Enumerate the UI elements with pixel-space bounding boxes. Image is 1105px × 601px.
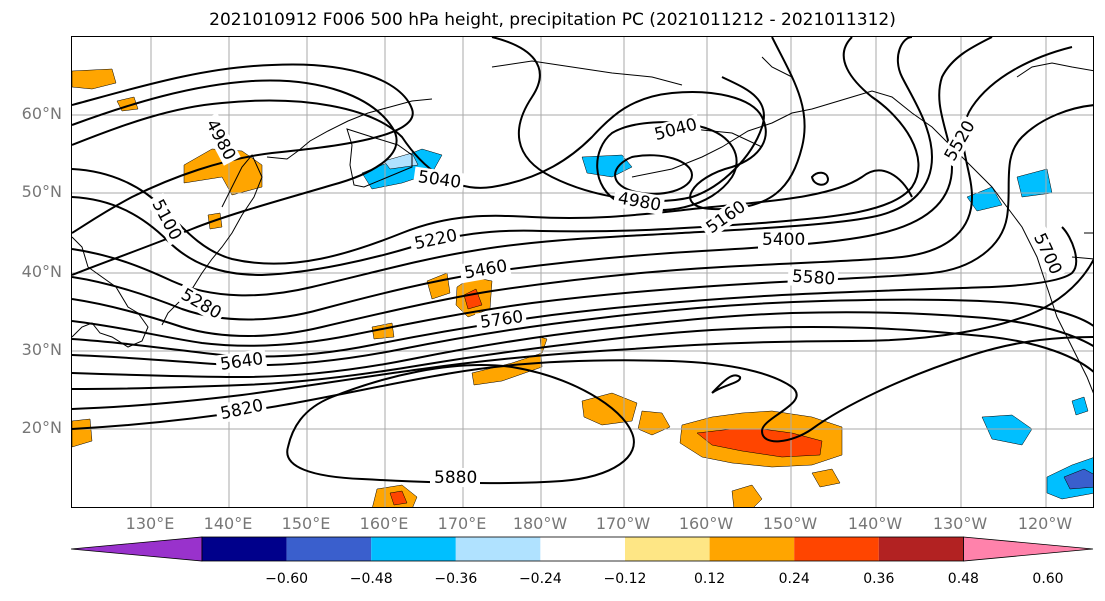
- contour-label: 5040: [652, 115, 699, 146]
- colorbar: [71, 536, 1094, 562]
- map-title: 2021010912 F006 500 hPa height, precipit…: [209, 10, 896, 30]
- contour-label-background: [174, 282, 228, 325]
- contour-label-background: [430, 468, 480, 487]
- colorbar-extend-high: [963, 536, 1094, 562]
- contour-label: 5580: [791, 267, 836, 290]
- contour-label: 5640: [219, 349, 265, 375]
- colorbar-tick-label: 0.12: [694, 571, 726, 587]
- longitude-label: 120°W: [1017, 514, 1073, 533]
- latitude-label: 30°N: [21, 340, 62, 359]
- colorbar-bin: [540, 537, 625, 561]
- longitude-label: 160°W: [678, 514, 734, 533]
- longitude-label: 150°E: [281, 514, 331, 533]
- colorbar-bin: [202, 537, 287, 561]
- contour-label: 5220: [413, 226, 459, 255]
- contour-label-background: [474, 306, 528, 333]
- contour-label: 5040: [417, 167, 463, 193]
- colorbar-tick-label: −0.36: [434, 571, 478, 587]
- contour-label: 5880: [434, 468, 477, 488]
- colorbar-tick-label: −0.48: [349, 571, 393, 587]
- contour-label: 5700: [1029, 230, 1065, 278]
- contour-label-background: [699, 195, 752, 240]
- longitude-label: 170°E: [437, 514, 487, 533]
- contour-label-background: [408, 224, 462, 254]
- contour-label: 5460: [463, 256, 509, 283]
- contour-label-background: [938, 114, 981, 168]
- colorbar-tick-label: 0.36: [863, 571, 895, 587]
- coastlines: [72, 56, 1093, 394]
- contour-label-background: [214, 348, 268, 375]
- colorbar-bin: [371, 537, 456, 561]
- precipitation-shading: [72, 68, 1093, 507]
- contour-label-background: [458, 255, 512, 284]
- longitude-label: 140°E: [203, 514, 253, 533]
- colorbar-outline: [201, 536, 964, 562]
- colorbar-tick-label: −0.12: [603, 571, 647, 587]
- colorbar-extend-low: [71, 536, 203, 562]
- colorbar-bin: [286, 537, 372, 561]
- longitude-label: 130°W: [932, 514, 988, 533]
- colorbar-tick-label: −0.24: [518, 571, 562, 587]
- graticule: [72, 37, 1093, 507]
- contour-label-background: [214, 394, 268, 424]
- contour-label-background: [648, 113, 702, 146]
- contour-label-background: [758, 230, 808, 249]
- colorbar-tick-label: 0.48: [947, 571, 979, 587]
- map-panel: 4980 5100 5280 5040 5040 4980 5160 5400 5580 5520…: [71, 36, 1094, 508]
- latitude-label: 60°N: [21, 104, 62, 123]
- contour-label-background: [787, 266, 839, 289]
- latitude-label: 40°N: [21, 262, 62, 281]
- colorbar-bin: [709, 537, 795, 561]
- contour-label: 5400: [762, 230, 805, 250]
- longitude-label: 170°W: [595, 514, 651, 533]
- contour-label-background: [146, 192, 187, 246]
- longitude-label: 140°W: [847, 514, 903, 533]
- colorbar-tick-label: −0.60: [265, 571, 309, 587]
- contour-label: 5100: [147, 196, 185, 244]
- longitude-label: 150°W: [762, 514, 818, 533]
- contour-label: 5820: [219, 396, 265, 425]
- latitude-label: 50°N: [21, 182, 62, 201]
- colorbar-bin: [878, 537, 964, 561]
- contour-label-background: [412, 166, 466, 193]
- contour-label-background: [1028, 226, 1067, 280]
- longitude-label: 130°E: [125, 514, 175, 533]
- longitude-label: 180°W: [512, 514, 568, 533]
- colorbar-tick-label: 0.24: [778, 571, 810, 587]
- contour-label-background: [200, 112, 241, 166]
- colorbar-bin: [455, 537, 541, 561]
- colorbar-tick-label: 0.60: [1032, 571, 1064, 587]
- colorbar-bin: [625, 537, 710, 561]
- contour-label-background: [612, 187, 666, 216]
- latitude-label: 20°N: [21, 418, 62, 437]
- longitude-label: 160°E: [359, 514, 409, 533]
- colorbar-bin: [794, 537, 879, 561]
